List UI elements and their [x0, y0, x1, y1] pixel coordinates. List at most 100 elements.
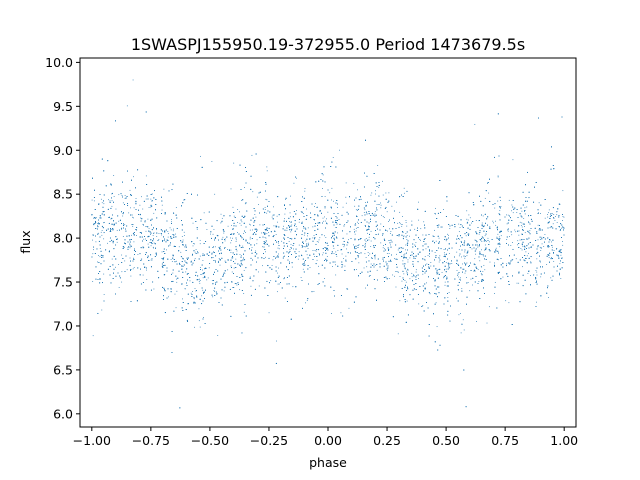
data-point [230, 237, 231, 239]
data-point [548, 209, 550, 211]
data-point [288, 240, 290, 242]
data-point [440, 226, 442, 228]
data-point [272, 259, 274, 261]
data-point [389, 232, 391, 234]
data-point [448, 292, 450, 293]
data-point [270, 280, 272, 282]
data-point [488, 306, 490, 308]
data-point [470, 278, 472, 280]
data-point [124, 260, 126, 262]
data-point [396, 258, 398, 260]
data-point [375, 193, 376, 195]
data-point [162, 259, 164, 261]
data-point [309, 267, 311, 269]
data-point [484, 269, 486, 271]
data-point [502, 276, 504, 278]
data-point [290, 243, 292, 245]
data-point [409, 235, 410, 237]
data-point [466, 277, 467, 278]
data-point [484, 244, 486, 246]
data-point [194, 258, 196, 260]
data-point [141, 233, 142, 234]
data-point [322, 217, 324, 219]
data-point [541, 236, 543, 238]
data-point [556, 211, 558, 213]
data-point [375, 254, 376, 256]
data-point [553, 253, 554, 254]
data-point [195, 249, 197, 250]
data-point [549, 227, 551, 229]
data-point [150, 259, 152, 261]
data-point [356, 269, 357, 270]
data-point [151, 259, 153, 261]
data-point [368, 227, 370, 229]
data-point [486, 322, 488, 324]
data-point [386, 253, 388, 254]
data-point [175, 307, 177, 309]
data-point [314, 256, 316, 257]
data-point [194, 251, 196, 253]
data-point [444, 284, 446, 286]
data-point [212, 257, 214, 259]
data-point [522, 246, 524, 247]
data-point [401, 280, 403, 282]
data-point [145, 238, 146, 240]
data-point [399, 276, 401, 277]
data-point [221, 221, 223, 223]
data-point [434, 213, 436, 215]
data-point [122, 202, 124, 204]
data-point [266, 170, 268, 172]
data-point [464, 251, 466, 253]
data-point [424, 256, 426, 258]
data-point [118, 220, 120, 222]
data-point [133, 176, 134, 178]
data-point [460, 240, 462, 242]
data-point [480, 273, 482, 275]
data-point [429, 293, 431, 295]
data-point [266, 228, 268, 230]
data-point [194, 243, 195, 245]
data-point [312, 226, 314, 228]
data-point [103, 232, 105, 234]
data-point [443, 277, 444, 279]
data-point [497, 175, 499, 177]
data-point [335, 251, 337, 253]
data-point [307, 242, 309, 244]
data-point [481, 253, 482, 255]
data-point [108, 223, 110, 224]
data-point [529, 230, 531, 232]
data-point [283, 278, 285, 280]
data-point [497, 200, 499, 202]
data-point [555, 216, 556, 217]
data-point [115, 266, 116, 268]
data-point [98, 232, 100, 234]
data-point [487, 237, 489, 239]
data-point [92, 335, 94, 337]
data-point [536, 274, 538, 276]
data-point [556, 214, 558, 216]
data-point [305, 302, 306, 304]
data-point [264, 236, 266, 238]
data-point [521, 222, 523, 224]
data-point [230, 242, 232, 244]
data-point [265, 232, 266, 234]
data-point [499, 214, 501, 216]
data-point [112, 240, 114, 242]
data-point [300, 277, 302, 278]
data-point [539, 246, 541, 248]
data-point [243, 232, 244, 234]
data-point [549, 217, 550, 219]
data-point [422, 305, 424, 306]
data-point [466, 243, 468, 245]
data-point [315, 250, 317, 252]
data-point [194, 288, 196, 289]
data-point [380, 204, 382, 206]
data-point [322, 254, 324, 256]
data-point [121, 271, 123, 273]
data-point [341, 253, 343, 255]
data-point [207, 277, 209, 279]
data-point [164, 230, 166, 232]
data-point [556, 211, 557, 213]
data-point [197, 251, 198, 252]
data-point [296, 177, 298, 179]
